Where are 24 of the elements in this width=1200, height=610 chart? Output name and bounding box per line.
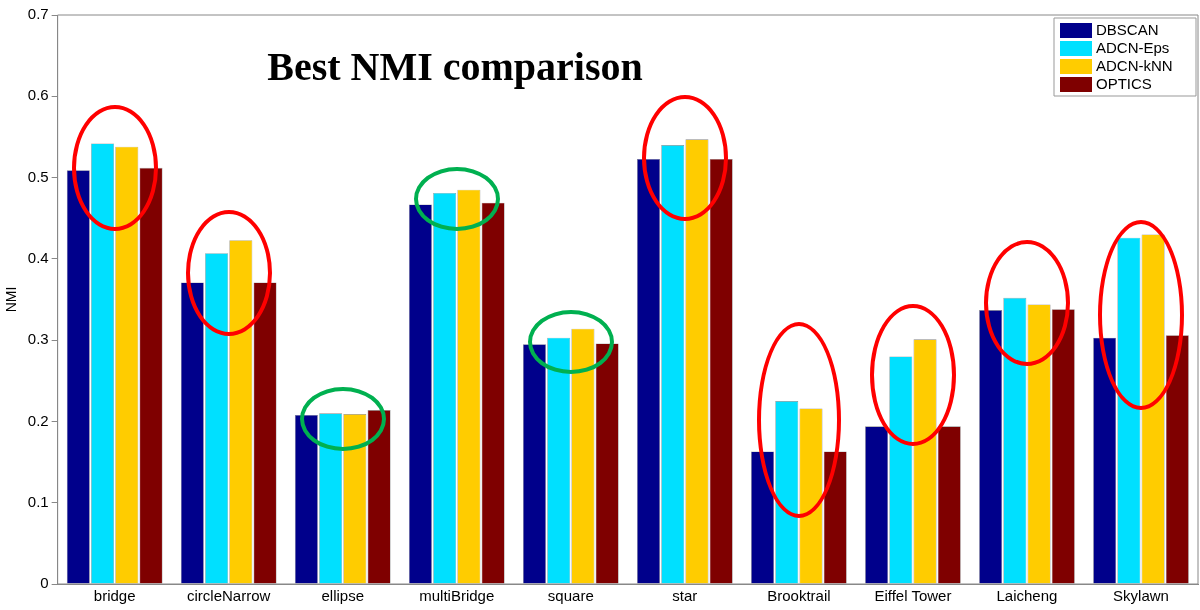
x-tick-label: multiBridge [419,587,495,605]
x-tick-label: ellipse [321,587,364,605]
y-tick-label: 0.4 [27,249,49,266]
legend-label: DBSCAN [1096,21,1159,39]
legend-label: ADCN-Eps [1096,39,1170,57]
y-tick-label: 0.5 [27,167,49,185]
y-tick-label: 0.3 [27,330,49,348]
x-tick-label: Laicheng [996,587,1058,605]
y-tick-label: 0 [40,574,49,592]
x-tick-label: Brooktrail [767,587,831,605]
x-tick-label: star [672,587,698,605]
legend-label: OPTICS [1096,75,1152,93]
x-tick-label: circleNarrow [187,587,271,605]
text: Best NMI comparison [267,44,643,90]
x-tick-label: Eiffel Tower [874,587,952,605]
x-tick-label: square [547,587,594,605]
y-tick-label: 0.1 [27,492,49,510]
y-tick-label: 0.2 [27,411,49,429]
legend-label: ADCN-kNN [1096,57,1173,75]
y-axis-title: NMI [3,286,20,313]
y-tick-label: 0.6 [27,86,49,104]
y-tick-label: 0.7 [27,5,49,23]
x-tick-label: bridge [93,587,136,605]
x-tick-label: Skylawn [1113,587,1169,605]
